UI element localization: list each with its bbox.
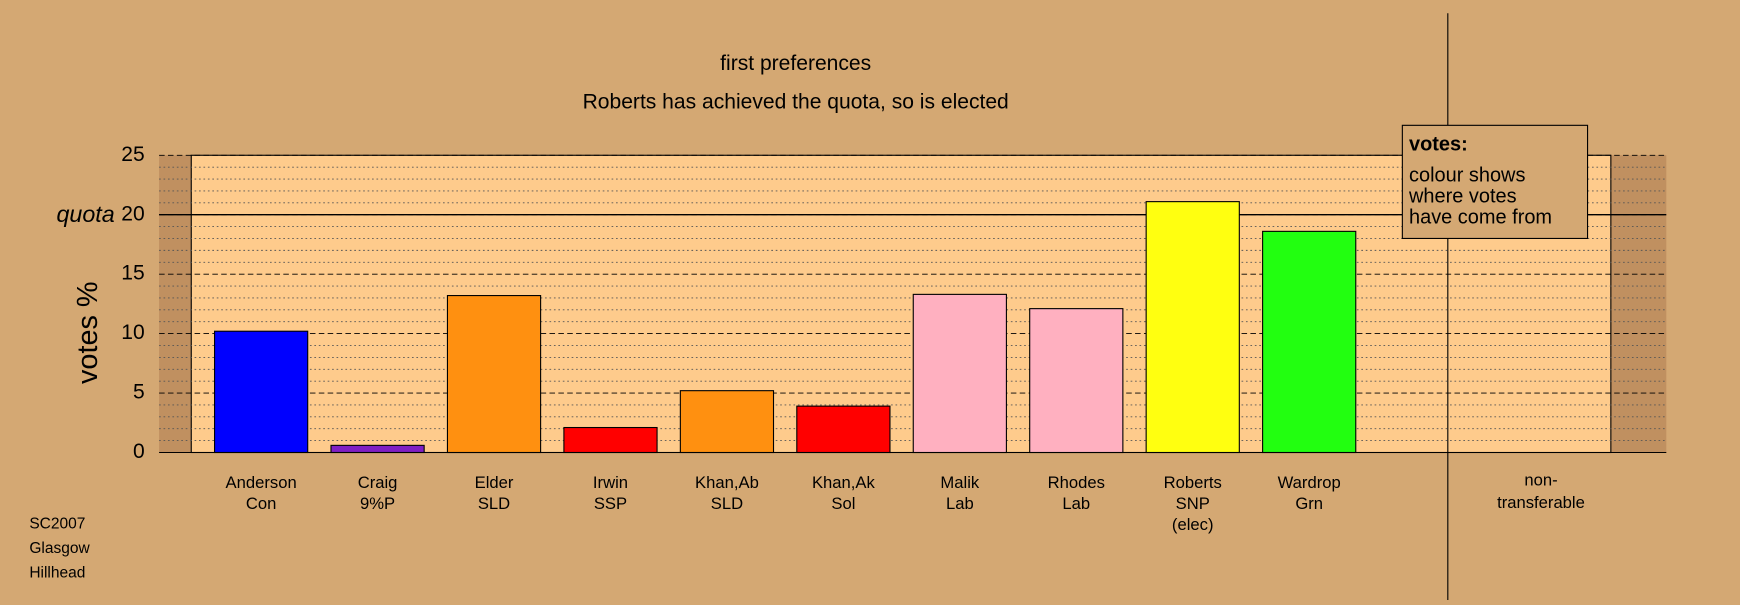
- footer-text: Hillhead: [29, 564, 85, 581]
- bar: [1262, 230, 1357, 454]
- x-tick-label: Elder: [475, 473, 514, 492]
- x-tick-label: Roberts: [1164, 473, 1222, 492]
- x-tick-label: Lab: [946, 494, 974, 513]
- x-tick-label: Rhodes: [1048, 473, 1105, 492]
- x-tick-label: SNP: [1176, 494, 1210, 513]
- bar: [1029, 308, 1124, 454]
- x-tick-label: Khan,Ak: [812, 473, 876, 492]
- bar: [446, 295, 542, 454]
- y-tick-label: 20: [121, 202, 144, 225]
- y-tick-label: 5: [133, 381, 145, 404]
- bar: [912, 293, 1007, 454]
- y-tick-label: 25: [121, 143, 144, 166]
- x-tick-label: Malik: [940, 473, 979, 492]
- x-tick-label: SSP: [594, 494, 627, 513]
- x-tick-label: Grn: [1295, 494, 1323, 513]
- chart-title: first preferences: [720, 52, 871, 75]
- y-tick-label: 15: [121, 262, 144, 285]
- x-tick-label: Sol: [831, 494, 855, 513]
- x-tick-label: (elec): [1172, 515, 1214, 534]
- bar: [213, 330, 309, 454]
- x-tick-label: SLD: [711, 494, 743, 513]
- legend-text: have come from: [1409, 207, 1552, 229]
- x-tick-label: 9%P: [360, 494, 395, 513]
- y-tick-label: 10: [121, 321, 144, 344]
- bar: [679, 390, 775, 454]
- y-tick-label: 0: [133, 440, 145, 463]
- x-tick-label: Irwin: [593, 473, 628, 492]
- quota-label: quota: [56, 201, 114, 227]
- bar: [330, 444, 425, 454]
- bar: [1145, 201, 1240, 454]
- x-tick-label: Craig: [358, 473, 398, 492]
- bar: [563, 426, 658, 454]
- legend-text: colour shows: [1409, 165, 1525, 187]
- x-tick-label: Anderson: [226, 473, 297, 492]
- legend-title: votes:: [1409, 134, 1468, 156]
- legend-box: [1401, 124, 1589, 240]
- x-tick-label: Wardrop: [1278, 473, 1341, 492]
- x-tick-label: Lab: [1062, 494, 1090, 513]
- footer-text: SC2007: [29, 516, 85, 533]
- footer-text: Glasgow: [29, 540, 90, 557]
- x-tick-label: non-: [1524, 471, 1557, 490]
- y-axis-label: votes %: [72, 281, 104, 384]
- x-tick-label: SLD: [478, 494, 510, 513]
- x-tick-label: Khan,Ab: [695, 473, 759, 492]
- x-tick-label: transferable: [1497, 493, 1585, 512]
- plot-area: [190, 154, 1612, 454]
- bar: [796, 405, 891, 454]
- x-tick-label: Con: [246, 494, 277, 513]
- legend-text: where votes: [1408, 186, 1517, 208]
- chart-subtitle: Roberts has achieved the quota, so is el…: [583, 91, 1009, 114]
